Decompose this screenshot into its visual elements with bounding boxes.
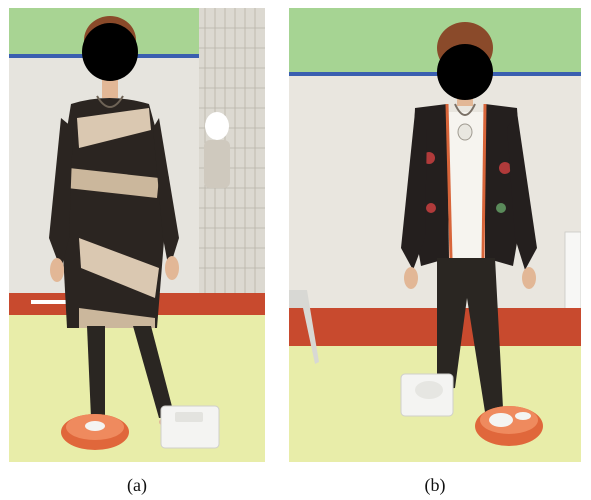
necklace (454, 103, 476, 116)
right-hand (165, 256, 179, 280)
trousers (437, 258, 503, 412)
grid-rack (199, 8, 265, 298)
left-leg (87, 326, 105, 418)
wall-blue-stripe (289, 72, 581, 76)
left-hand (404, 267, 418, 289)
background-person (204, 140, 230, 188)
photo-b (289, 8, 581, 462)
person-b (401, 22, 537, 412)
neck (102, 78, 118, 98)
left-sleeve (401, 112, 427, 270)
right-leg (133, 326, 175, 418)
blurred-face (205, 112, 229, 140)
face-mask (82, 23, 138, 81)
photo-a (9, 8, 265, 462)
floor-bar (31, 300, 91, 304)
left-arm (49, 118, 73, 270)
scale-white-b (400, 373, 454, 417)
right-hand (522, 267, 536, 289)
face-mask (437, 44, 493, 100)
floor-red-strip (289, 308, 581, 346)
caption-b: (b) (424, 475, 446, 495)
necklace (96, 95, 124, 108)
scale-orange-a (61, 414, 129, 450)
pendant (457, 123, 473, 141)
scale-orange-b (475, 406, 543, 446)
right-sleeve (507, 112, 537, 270)
photo-panel-b (289, 8, 581, 462)
left-hand (50, 258, 64, 282)
caption-a: (a) (127, 475, 147, 495)
right-arm (153, 118, 179, 270)
chair (289, 290, 319, 364)
scale-white-a (160, 405, 220, 449)
person-a (49, 16, 179, 427)
photo-panel-a (9, 8, 265, 462)
wall-green-band (289, 8, 581, 76)
